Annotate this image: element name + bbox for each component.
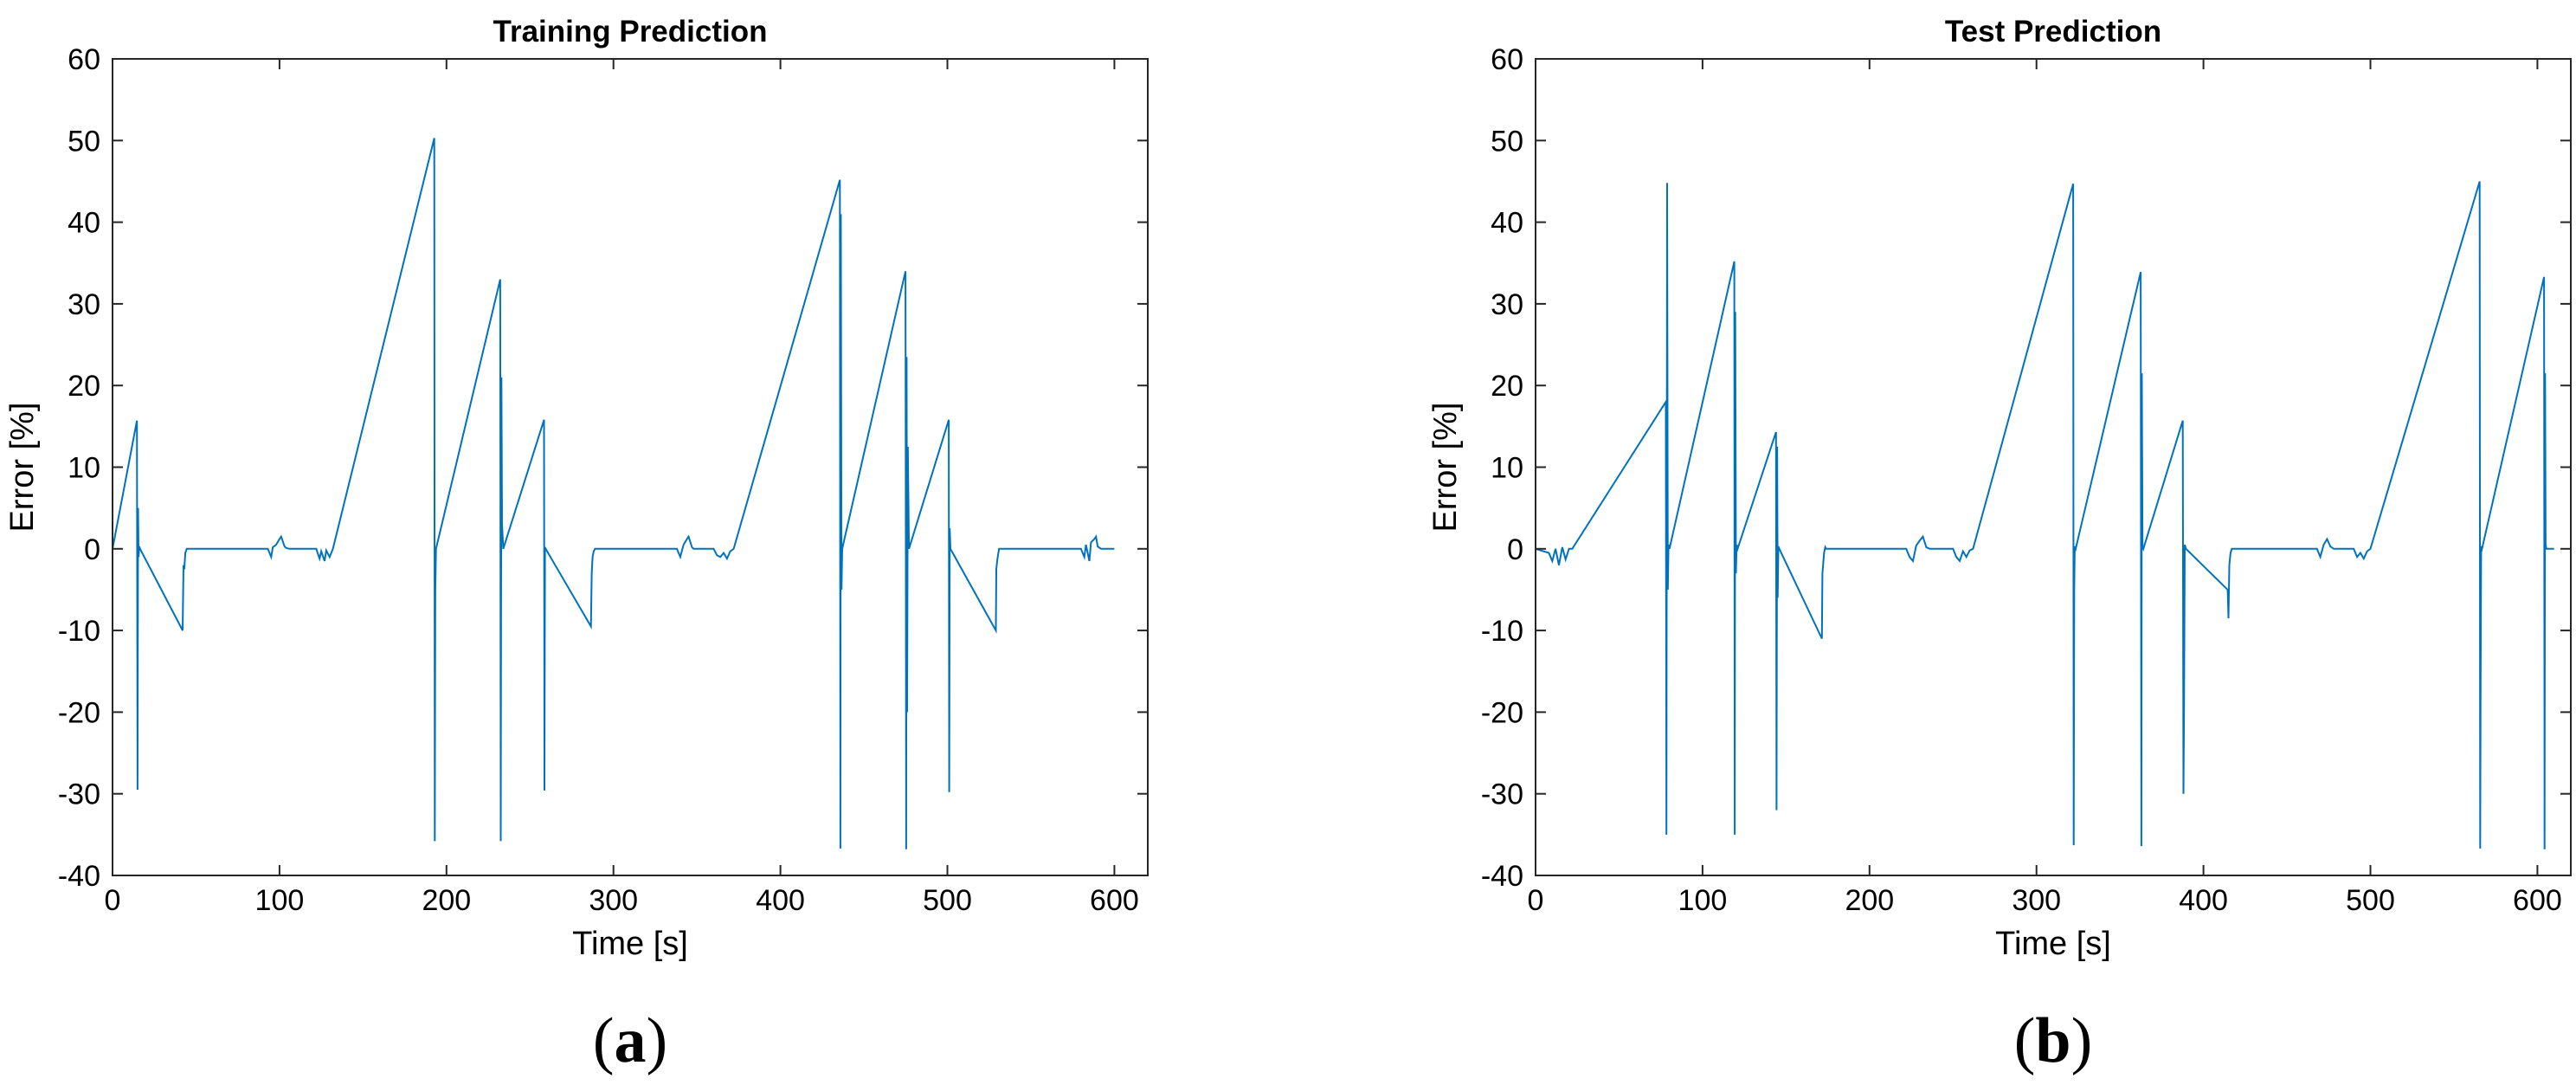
panel-label: (b) bbox=[2014, 1005, 2092, 1076]
y-tick-label: 20 bbox=[1491, 370, 1523, 403]
panel-label: (a) bbox=[593, 1005, 667, 1076]
x-tick-label: 200 bbox=[1845, 884, 1894, 917]
y-tick-label: -20 bbox=[1481, 696, 1523, 729]
x-tick-label: 300 bbox=[2012, 884, 2061, 917]
x-axis-label: Time [s] bbox=[1995, 926, 2111, 962]
y-tick-label: -20 bbox=[58, 696, 100, 729]
axes-box-b bbox=[1535, 58, 2572, 876]
x-axis-label: Time [s] bbox=[572, 926, 688, 962]
y-tick-label: 20 bbox=[68, 370, 100, 403]
y-tick-label: 0 bbox=[1507, 533, 1523, 566]
axes-box-a bbox=[112, 58, 1149, 876]
y-tick-label: 10 bbox=[68, 452, 100, 485]
y-axis-label: Error [%] bbox=[1427, 403, 1464, 533]
x-tick-label: 500 bbox=[2346, 884, 2395, 917]
x-tick-label: 200 bbox=[422, 884, 471, 917]
y-tick-label: 60 bbox=[1491, 43, 1523, 76]
y-tick-label: -40 bbox=[58, 860, 100, 893]
series-line-a-0 bbox=[112, 138, 1115, 849]
y-tick-label: -40 bbox=[1481, 860, 1523, 893]
y-tick-label: 60 bbox=[68, 43, 100, 76]
y-axis-label: Error [%] bbox=[4, 403, 41, 533]
y-tick-label: -30 bbox=[58, 778, 100, 811]
x-tick-label: 500 bbox=[923, 884, 972, 917]
x-tick-label: 100 bbox=[1678, 884, 1728, 917]
x-tick-label: 400 bbox=[2179, 884, 2228, 917]
y-tick-label: 50 bbox=[1491, 125, 1523, 158]
y-tick-label: 10 bbox=[1491, 452, 1523, 485]
y-tick-label: -30 bbox=[1481, 778, 1523, 811]
series-line-b-0 bbox=[1535, 181, 2554, 849]
chart-panel-a: 0 100 200 300 400 500 600 -40 -30 -20 -10 0 10 20 30 40… bbox=[4, 15, 1149, 1076]
chart-panel-b: 0 100 200 300 400 500 600 -40 -30 -20 -10 0 10 20 30 40… bbox=[1427, 15, 2572, 1076]
x-tick-label: 0 bbox=[105, 884, 121, 917]
chart-title: Training Prediction bbox=[493, 15, 768, 48]
x-tick-label: 400 bbox=[756, 884, 805, 917]
y-tick-label: 0 bbox=[84, 533, 100, 566]
x-tick-label: 0 bbox=[1528, 884, 1544, 917]
y-tick-label: -10 bbox=[58, 615, 100, 648]
x-tick-label: 300 bbox=[589, 884, 638, 917]
y-tick-label: -10 bbox=[1481, 615, 1523, 648]
y-tick-label: 30 bbox=[1491, 288, 1523, 321]
x-tick-label: 600 bbox=[1090, 884, 1139, 917]
y-tick-label: 40 bbox=[68, 207, 100, 240]
y-tick-label: 40 bbox=[1491, 207, 1523, 240]
y-tick-label: 30 bbox=[68, 288, 100, 321]
chart-title: Test Prediction bbox=[1945, 15, 2161, 48]
x-tick-label: 600 bbox=[2513, 884, 2562, 917]
x-tick-label: 100 bbox=[255, 884, 305, 917]
y-tick-label: 50 bbox=[68, 125, 100, 158]
